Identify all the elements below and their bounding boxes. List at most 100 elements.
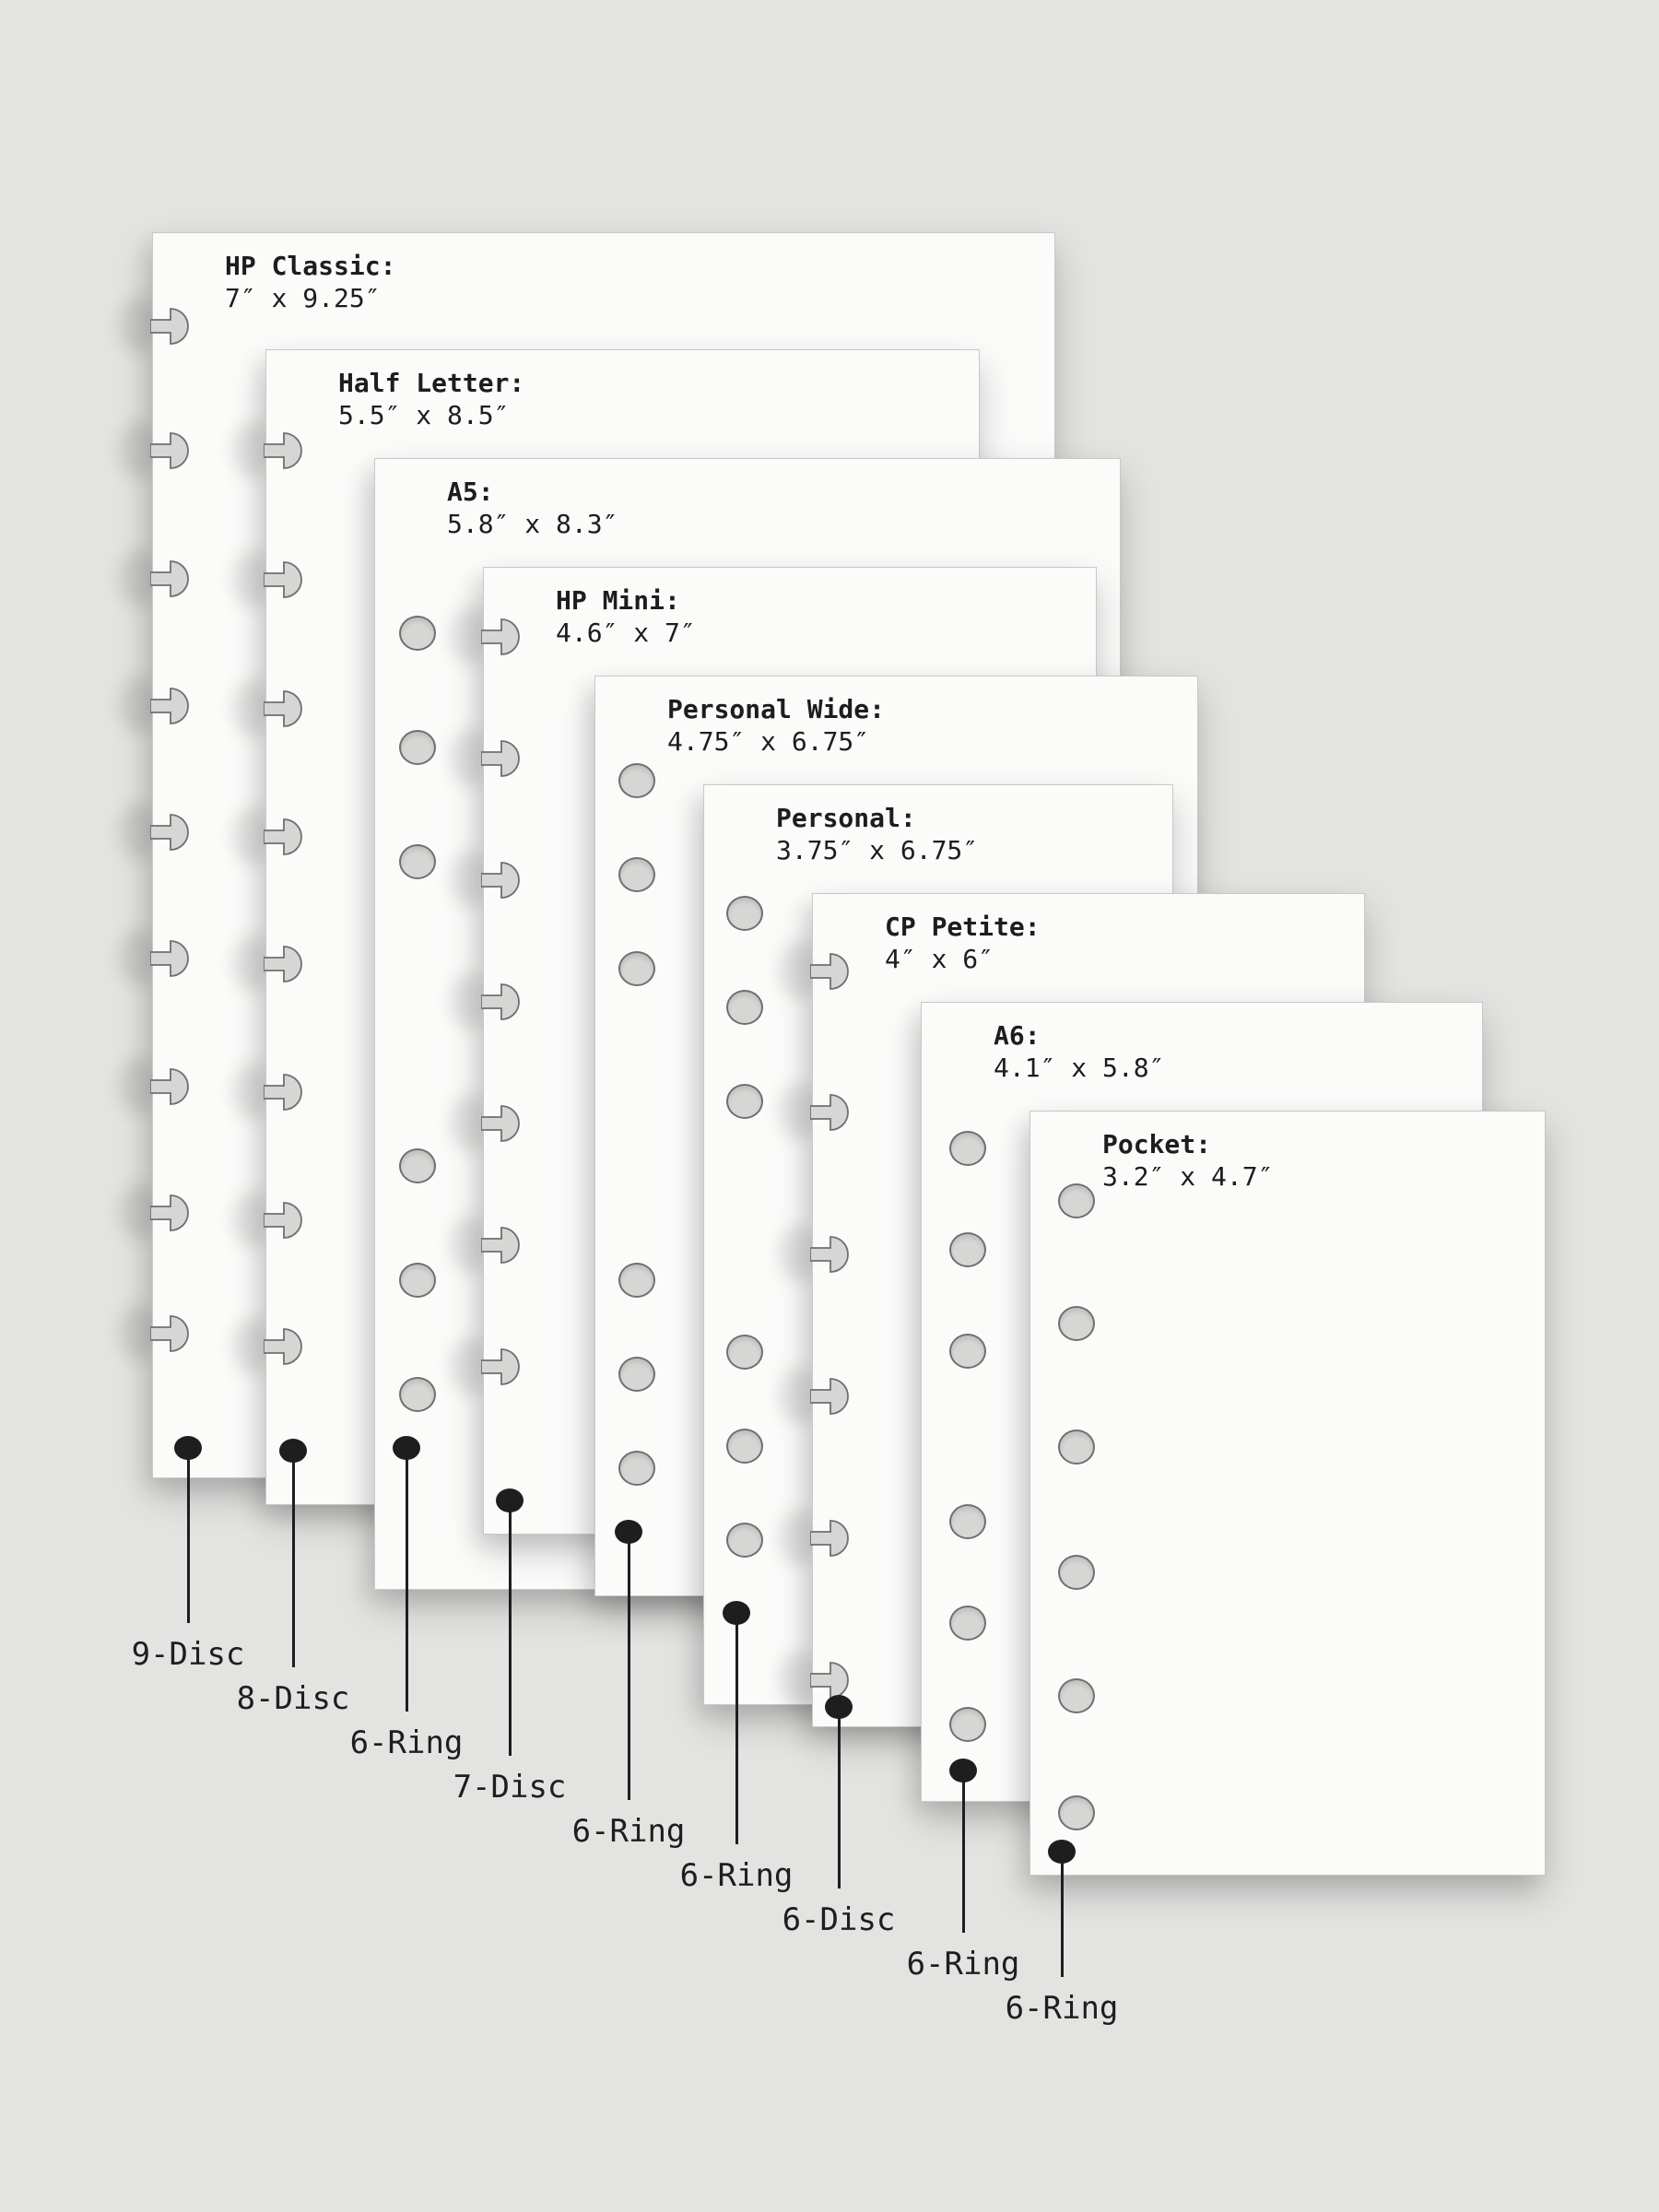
- ring-hole-icon: [618, 951, 655, 986]
- disc-hole-icon: [810, 1378, 849, 1415]
- sheet-size-half-letter: 5.5″ x 8.5″: [338, 400, 510, 430]
- ring-hole-icon: [618, 1451, 655, 1486]
- disc-hole-icon: [810, 1520, 849, 1557]
- sheet-name-personal: Personal:: [776, 803, 916, 833]
- callout-line-a6: [961, 1771, 965, 1933]
- disc-hole-icon: [481, 983, 520, 1020]
- ring-hole-icon: [618, 857, 655, 892]
- binding-label-personal: 6-Ring: [679, 1857, 794, 1894]
- binding-label-hp-classic: 9-Disc: [131, 1636, 245, 1673]
- disc-hole-icon: [150, 1194, 189, 1231]
- ring-hole-icon: [618, 1263, 655, 1298]
- sheet-label-a6: A6: 4.1″ x 5.8″: [994, 1021, 1164, 1083]
- ring-hole-icon: [726, 896, 763, 931]
- disc-hole-icon: [150, 940, 189, 977]
- sheet-size-a6: 4.1″ x 5.8″: [994, 1053, 1165, 1083]
- sheet-pocket: Pocket: 3.2″ x 4.7″: [1030, 1111, 1546, 1876]
- binding-label-half-letter: 8-Disc: [236, 1680, 350, 1717]
- disc-hole-icon: [150, 688, 189, 724]
- ring-hole-icon: [1058, 1678, 1095, 1713]
- sheet-name-pocket: Pocket:: [1102, 1129, 1212, 1159]
- ring-hole-icon: [726, 1335, 763, 1370]
- callout-line-personal: [735, 1613, 738, 1844]
- sheet-size-a5: 5.8″ x 8.3″: [447, 509, 618, 539]
- ring-hole-icon: [1058, 1183, 1095, 1218]
- binding-label-pocket: 6-Ring: [1005, 1990, 1119, 2027]
- disc-hole-icon: [481, 1348, 520, 1385]
- ring-hole-icon: [399, 730, 436, 765]
- ring-hole-icon: [726, 1429, 763, 1464]
- ring-hole-icon: [949, 1707, 986, 1742]
- callout-line-a5: [405, 1448, 408, 1712]
- disc-hole-icon: [264, 946, 302, 982]
- ring-hole-icon: [1058, 1555, 1095, 1590]
- disc-hole-icon: [150, 814, 189, 851]
- binding-label-hp-mini: 7-Disc: [453, 1769, 567, 1806]
- ring-hole-icon: [1058, 1795, 1095, 1830]
- sheet-size-cp-petite: 4″ x 6″: [885, 944, 994, 974]
- disc-hole-icon: [481, 1227, 520, 1264]
- sheet-label-hp-classic: HP Classic: 7″ x 9.25″: [225, 252, 395, 313]
- ring-hole-icon: [1058, 1306, 1095, 1341]
- ring-hole-icon: [399, 1377, 436, 1412]
- disc-hole-icon: [150, 1315, 189, 1352]
- disc-hole-icon: [481, 1105, 520, 1142]
- disc-hole-icon: [481, 862, 520, 899]
- disc-hole-icon: [150, 1068, 189, 1105]
- disc-hole-icon: [810, 1236, 849, 1273]
- ring-hole-icon: [949, 1232, 986, 1267]
- disc-hole-icon: [264, 1074, 302, 1111]
- sheet-label-a5: A5: 5.8″ x 8.3″: [447, 477, 618, 539]
- sheet-name-a6: A6:: [994, 1020, 1041, 1051]
- sheet-name-personal-wide: Personal Wide:: [667, 694, 886, 724]
- ring-hole-icon: [399, 1148, 436, 1183]
- sheet-name-half-letter: Half Letter:: [338, 368, 525, 398]
- sheet-size-hp-mini: 4.6″ x 7″: [556, 618, 696, 648]
- sheet-size-pocket: 3.2″ x 4.7″: [1102, 1161, 1274, 1192]
- disc-hole-icon: [150, 432, 189, 469]
- callout-line-hp-classic: [186, 1448, 190, 1623]
- binding-label-cp-petite: 6-Disc: [782, 1901, 896, 1938]
- sheet-name-hp-mini: HP Mini:: [556, 585, 680, 616]
- disc-hole-icon: [264, 818, 302, 855]
- ring-hole-icon: [949, 1334, 986, 1369]
- callout-line-cp-petite: [837, 1707, 841, 1888]
- sheet-label-personal: Personal: 3.75″ x 6.75″: [776, 804, 978, 865]
- ring-hole-icon: [1058, 1430, 1095, 1465]
- ring-hole-icon: [399, 1263, 436, 1298]
- disc-hole-icon: [264, 690, 302, 727]
- disc-hole-icon: [264, 561, 302, 598]
- disc-hole-icon: [264, 1202, 302, 1239]
- sheet-name-a5: A5:: [447, 477, 494, 507]
- ring-hole-icon: [726, 1084, 763, 1119]
- sheet-label-cp-petite: CP Petite: 4″ x 6″: [885, 912, 1041, 974]
- ring-hole-icon: [949, 1504, 986, 1539]
- disc-hole-icon: [150, 560, 189, 597]
- callout-line-hp-mini: [508, 1500, 512, 1756]
- sheet-size-personal-wide: 4.75″ x 6.75″: [667, 726, 870, 757]
- binding-label-personal-wide: 6-Ring: [571, 1813, 686, 1850]
- sheet-label-hp-mini: HP Mini: 4.6″ x 7″: [556, 586, 696, 648]
- sheet-name-cp-petite: CP Petite:: [885, 912, 1041, 942]
- disc-hole-icon: [264, 1328, 302, 1365]
- ring-hole-icon: [618, 763, 655, 798]
- ring-hole-icon: [399, 616, 436, 651]
- ring-hole-icon: [399, 844, 436, 879]
- binding-label-a5: 6-Ring: [349, 1724, 464, 1761]
- callout-line-half-letter: [291, 1451, 295, 1667]
- ring-hole-icon: [726, 1523, 763, 1558]
- ring-hole-icon: [618, 1357, 655, 1392]
- disc-hole-icon: [481, 740, 520, 777]
- sheet-label-pocket: Pocket: 3.2″ x 4.7″: [1102, 1130, 1273, 1192]
- ring-hole-icon: [949, 1606, 986, 1641]
- ring-hole-icon: [726, 990, 763, 1025]
- sheet-label-half-letter: Half Letter: 5.5″ x 8.5″: [338, 369, 524, 430]
- callout-line-personal-wide: [627, 1532, 630, 1800]
- callout-line-pocket: [1060, 1852, 1064, 1977]
- sheet-label-personal-wide: Personal Wide: 4.75″ x 6.75″: [667, 695, 885, 757]
- ring-hole-icon: [949, 1131, 986, 1166]
- disc-hole-icon: [810, 1094, 849, 1131]
- disc-hole-icon: [264, 432, 302, 469]
